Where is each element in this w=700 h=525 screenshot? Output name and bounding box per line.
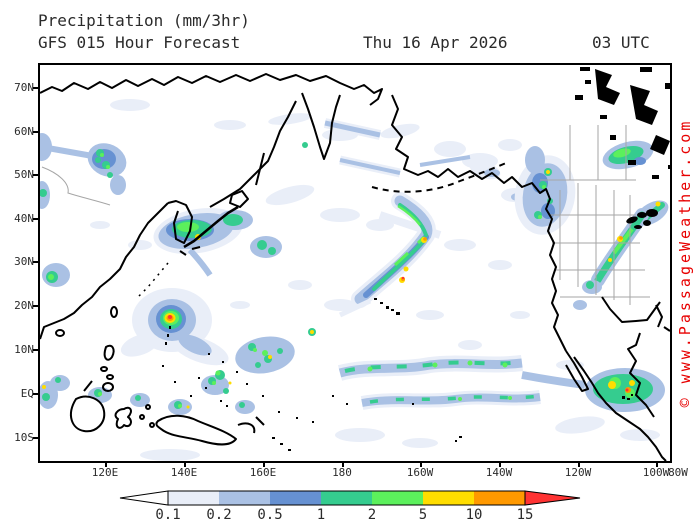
legend-underflow-arrow [119,490,169,506]
lat-tick [33,218,38,220]
legend-value: 10 [465,507,483,523]
forecast-label: GFS 015 Hour Forecast [38,33,241,52]
lat-tick [33,393,38,395]
lon-tick [184,463,186,467]
lat-tick [33,305,38,307]
precip-blob-ontario [602,140,654,170]
precip-squall-central-us [573,208,649,310]
legend-value: 0.2 [206,507,232,523]
lon-tick [420,463,422,467]
lon-label-120w: 120W [564,466,592,479]
precip-cluster-new-guinea [40,370,255,415]
watermark-text: © www.PassageWeather.com [676,118,694,408]
legend-swatch-5 [423,491,474,505]
forecast-date: Thu 16 Apr 2026 [363,33,508,52]
lon-tick [656,463,658,467]
lon-label-160e: 160E [249,466,277,479]
lat-label-70n: 70N [14,81,34,94]
legend-swatch-0.2 [219,491,270,505]
lon-tick [342,463,344,467]
state-borders [41,125,650,305]
legend-value: 0.1 [155,507,181,523]
lat-tick [33,349,38,351]
lon-label-160w: 160W [406,466,434,479]
hawaii-islands [374,298,400,315]
page-title: Precipitation (mm/3hr) [38,11,250,30]
precip-blob-manchuria [87,143,127,195]
legend-value: 1 [316,507,326,523]
lat-tick [33,437,38,439]
precip-itcz-bands [337,355,541,410]
lat-label-50n: 50N [14,168,34,181]
lat-label-40n: 40N [14,212,34,225]
precipitation-legend [118,489,593,509]
lon-label-140w: 140W [485,466,513,479]
lon-label-80w: 80W [668,466,688,479]
precip-front-hawaii [338,192,436,318]
lat-label-20n: 20N [14,299,34,312]
lat-tick [33,87,38,89]
lon-tick [263,463,265,467]
precip-cluster-micronesia [235,328,316,374]
pacific-precipitation-map[interactable] [38,63,672,463]
precip-blob-east-pacific [521,368,665,412]
legend-outline [167,490,526,506]
lon-label-180: 180 [332,466,352,479]
legend-swatch-10 [474,491,525,505]
lat-label-10n: 10N [14,343,34,356]
lon-label-120e: 120E [91,466,119,479]
legend-swatch-1 [321,491,372,505]
legend-swatch-2 [372,491,423,505]
legend-value: 15 [516,507,534,523]
lon-tick [499,463,501,467]
lat-tick [33,261,38,263]
typhoon-vortex [120,288,229,366]
precip-blob-east-of-japan [153,207,253,277]
legend-value: 5 [418,507,428,523]
legend-swatch-0.1 [168,491,219,505]
lat-label-30n: 30N [14,255,34,268]
lon-tick [105,463,107,467]
precip-blob-pacific-northwest [514,146,576,235]
legend-value: 2 [367,507,377,523]
lat-label-60n: 60N [14,125,34,138]
legend-value: 0.5 [257,507,283,523]
lon-label-140e: 140E [170,466,198,479]
legend-swatch-0.5 [270,491,321,505]
legend-overflow-arrow [524,490,581,506]
forecast-cycle: 03 UTC [592,33,650,52]
precipitation-layer [40,99,669,461]
lat-label-eq: EQ [20,387,34,400]
lon-label-100w: 100W [642,466,670,479]
coastlines [40,73,670,461]
watermark-column: © www.PassageWeather.com [672,63,698,463]
islands-and-arctic-land [162,67,670,451]
lat-tick [33,131,38,133]
lat-tick [33,174,38,176]
lon-tick [578,463,580,467]
lat-label-10s: 10S [14,431,34,444]
